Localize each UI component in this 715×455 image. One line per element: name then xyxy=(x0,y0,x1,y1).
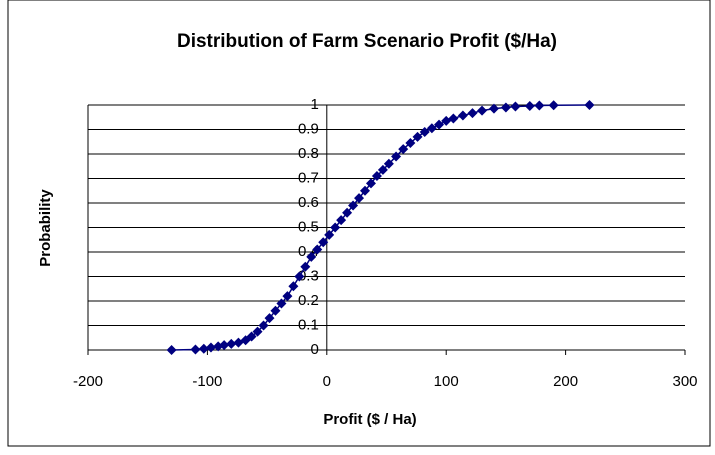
data-point xyxy=(488,103,499,114)
data-point xyxy=(205,342,216,353)
x-axis-title: Profit ($ / Ha) xyxy=(323,411,416,428)
data-point xyxy=(198,343,209,354)
data-point xyxy=(584,100,595,110)
y-tick-label: 0.7 xyxy=(298,169,319,186)
data-point xyxy=(500,102,511,113)
data-point xyxy=(264,313,275,324)
data-point xyxy=(226,338,237,349)
data-point xyxy=(252,326,263,337)
data-point xyxy=(190,344,201,355)
data-point xyxy=(457,110,468,121)
data-point xyxy=(377,164,388,175)
data-point xyxy=(282,291,293,302)
data-point xyxy=(276,298,287,309)
data-point xyxy=(434,119,445,130)
data-point xyxy=(412,131,423,142)
data-point xyxy=(448,113,459,124)
y-tick-label: 0.8 xyxy=(298,145,319,162)
chart-title: Distribution of Farm Scenario Profit ($/… xyxy=(177,31,557,52)
data-point xyxy=(354,193,365,204)
data-point xyxy=(330,222,341,233)
x-tick-label: 300 xyxy=(672,373,697,390)
y-axis-title: Probability xyxy=(37,189,54,267)
data-point xyxy=(365,178,376,189)
data-point xyxy=(405,137,416,148)
data-point xyxy=(166,345,177,355)
data-point xyxy=(426,123,437,134)
data-point xyxy=(288,281,299,292)
data-point xyxy=(534,100,545,111)
y-tick-label: 0.9 xyxy=(298,120,319,137)
data-point xyxy=(548,100,559,111)
x-tick-label: 0 xyxy=(323,373,331,390)
x-tick-label: -200 xyxy=(73,373,103,390)
data-point xyxy=(510,101,521,112)
y-tick-label: 0.3 xyxy=(298,267,319,284)
data-point xyxy=(306,251,317,262)
data-point xyxy=(300,261,311,272)
data-point xyxy=(318,237,329,248)
data-point xyxy=(398,144,409,155)
data-point xyxy=(219,340,230,351)
chart-frame xyxy=(7,0,711,447)
data-point xyxy=(336,215,347,226)
data-point xyxy=(383,158,394,169)
y-tick-label: 0.5 xyxy=(298,218,319,235)
data-point xyxy=(360,185,371,196)
data-point xyxy=(419,126,430,137)
y-tick-label: 0.1 xyxy=(298,316,319,333)
y-tick-label: 0.6 xyxy=(298,194,319,211)
data-point xyxy=(258,320,269,331)
data-point xyxy=(312,244,323,255)
data-point xyxy=(371,171,382,182)
data-point xyxy=(467,108,478,119)
data-point xyxy=(324,229,335,240)
data-point xyxy=(348,200,359,211)
x-tick-label: 100 xyxy=(434,373,459,390)
y-tick-label: 0 xyxy=(310,341,318,358)
data-point xyxy=(477,105,488,116)
x-tick-label: 200 xyxy=(553,373,578,390)
x-tick-label: -100 xyxy=(192,373,222,390)
y-tick-label: 0.2 xyxy=(298,292,319,309)
data-point xyxy=(246,331,257,342)
data-point xyxy=(391,151,402,162)
data-point xyxy=(294,271,305,282)
data-point xyxy=(524,100,535,111)
data-point xyxy=(342,207,353,218)
y-tick-label: 1 xyxy=(310,96,318,113)
data-point xyxy=(270,305,281,316)
